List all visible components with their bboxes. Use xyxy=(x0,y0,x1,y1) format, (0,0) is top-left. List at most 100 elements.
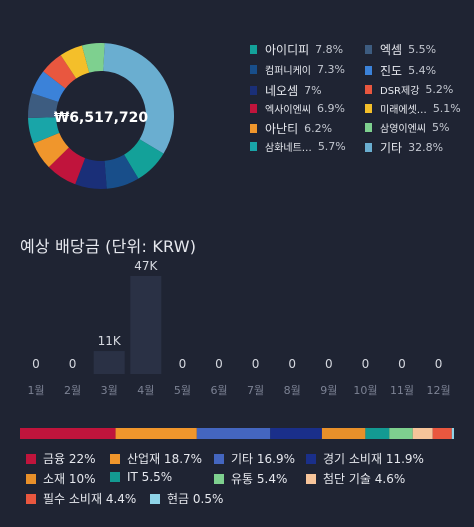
sector-swatch xyxy=(26,493,36,504)
sector-bar-segment[interactable] xyxy=(270,428,322,439)
sector-swatch xyxy=(110,453,120,464)
dividend-value-label: 0 xyxy=(69,357,77,371)
legend-item: 엑셈 5.5% xyxy=(365,41,436,58)
sector-bar-segment[interactable] xyxy=(451,428,454,439)
donut-slice[interactable] xyxy=(48,147,86,185)
legend-item: 컴퍼니케이 7.3% xyxy=(250,62,345,77)
sector-legend-item: 첨단 기술 4.6% xyxy=(306,470,405,487)
sector-legend-item: 산업재 18.7% xyxy=(110,450,202,467)
sector-label: 소재 10% xyxy=(43,472,96,486)
sector-bar-segment[interactable] xyxy=(196,428,271,439)
legend-item: 삼화네트… 5.7% xyxy=(250,139,346,154)
dividend-value-label: 0 xyxy=(435,357,443,371)
donut-slice[interactable] xyxy=(60,45,90,79)
month-tick-label: 9월 xyxy=(320,384,337,397)
sector-bar-segment[interactable] xyxy=(321,428,366,439)
legend-swatch xyxy=(250,45,257,54)
legend-swatch xyxy=(250,65,257,74)
sector-bar-segment[interactable] xyxy=(432,428,452,439)
sector-swatch xyxy=(110,472,120,482)
dividend-value-label: 0 xyxy=(362,357,370,371)
sector-legend-item: 필수 소비재 4.4% xyxy=(26,490,136,507)
legend-label: 엑셈 xyxy=(380,43,403,57)
legend-percent: 5.4% xyxy=(408,64,437,77)
month-tick-label: 3월 xyxy=(101,384,118,397)
dividend-value-label: 0 xyxy=(179,357,187,371)
legend-item: 아이디피 7.8% xyxy=(250,41,343,58)
sector-legend-item: IT 5.5% xyxy=(110,470,172,484)
legend-percent: 7.3% xyxy=(317,63,345,76)
month-tick-label: 6월 xyxy=(210,384,227,397)
sector-legend-item: 금융 22% xyxy=(26,450,96,467)
month-tick-label: 5월 xyxy=(174,384,191,397)
dividend-bar[interactable] xyxy=(130,276,162,374)
dividend-value-label: 0 xyxy=(32,357,40,371)
dividend-bar[interactable] xyxy=(93,351,125,374)
legend-item: 엑사이엔씨 6.9% xyxy=(250,101,345,116)
legend-label: 기타 xyxy=(380,141,403,155)
sector-bar-segment[interactable] xyxy=(365,428,390,439)
legend-item: 기타 32.8% xyxy=(365,139,443,156)
legend-percent: 5.7% xyxy=(317,140,346,153)
donut-slice[interactable] xyxy=(123,138,164,179)
month-tick-label: 2월 xyxy=(64,384,81,397)
donut-slice[interactable] xyxy=(75,157,107,189)
sector-label: 현금 0.5% xyxy=(167,492,224,506)
legend-swatch xyxy=(365,104,372,113)
sector-bar-segment[interactable] xyxy=(389,428,413,439)
dividend-value-label: 0 xyxy=(325,357,333,371)
legend-percent: 6.2% xyxy=(304,122,333,135)
sector-swatch xyxy=(26,453,36,464)
legend-label: 네오셈 xyxy=(265,84,299,98)
sector-legend-item: 유통 5.4% xyxy=(214,470,287,487)
sector-label: 산업재 18.7% xyxy=(127,452,203,466)
month-tick-label: 10월 xyxy=(353,384,377,397)
legend-swatch xyxy=(365,85,372,94)
holdings-donut-chart: ₩6,517,720 xyxy=(28,43,174,189)
sector-legend-item: 경기 소비재 11.9% xyxy=(306,450,424,467)
legend-swatch xyxy=(250,142,257,151)
legend-item: 진도 5.4% xyxy=(365,62,436,79)
legend-percent: 7.8% xyxy=(315,43,344,56)
legend-item: DSR제강 5.2% xyxy=(365,82,453,97)
donut-slice[interactable] xyxy=(103,154,139,189)
sector-swatch xyxy=(26,473,36,484)
legend-label: 진도 xyxy=(380,64,403,78)
dividend-value-label: 0 xyxy=(398,357,406,371)
donut-slice[interactable] xyxy=(31,71,66,103)
legend-percent: 5.2% xyxy=(425,83,454,96)
legend-swatch xyxy=(365,45,372,54)
legend-percent: 5% xyxy=(432,121,450,134)
dividend-value-label: 0 xyxy=(252,357,260,371)
legend-label: DSR제강 xyxy=(380,86,420,97)
legend-item: 삼영이엔씨 5% xyxy=(365,120,449,135)
donut-slice[interactable] xyxy=(43,55,77,89)
sector-bar-segment[interactable] xyxy=(412,428,433,439)
legend-percent: 6.9% xyxy=(317,102,345,115)
month-tick-label: 7월 xyxy=(247,384,264,397)
donut-slice[interactable] xyxy=(81,43,105,73)
legend-swatch xyxy=(250,104,257,113)
donut-slice[interactable] xyxy=(33,132,70,168)
sector-swatch xyxy=(306,473,316,484)
month-tick-label: 4월 xyxy=(137,384,154,397)
legend-swatch xyxy=(365,66,372,75)
donut-slice[interactable] xyxy=(28,116,60,144)
donut-slice[interactable] xyxy=(102,43,174,154)
month-tick-label: 11월 xyxy=(390,384,414,397)
sector-bar-segment[interactable] xyxy=(20,428,116,439)
sector-swatch xyxy=(150,493,160,504)
dividend-section-title: 예상 배당금 (단위: KRW) xyxy=(20,237,197,256)
legend-label: 아난티 xyxy=(265,122,299,136)
legend-label: 미래에셋… xyxy=(380,105,427,116)
donut-slice[interactable] xyxy=(28,93,59,118)
legend-item: 아난티 6.2% xyxy=(250,120,332,137)
month-tick-label: 8월 xyxy=(284,384,301,397)
sector-swatch xyxy=(306,453,316,464)
portfolio-total-value: ₩6,517,720 xyxy=(54,110,149,126)
sector-swatch xyxy=(214,473,224,484)
sector-bar-segment[interactable] xyxy=(115,428,197,439)
sector-label: 유통 5.4% xyxy=(231,472,288,486)
legend-label: 엑사이엔씨 xyxy=(265,105,311,116)
sector-swatch xyxy=(214,453,224,464)
